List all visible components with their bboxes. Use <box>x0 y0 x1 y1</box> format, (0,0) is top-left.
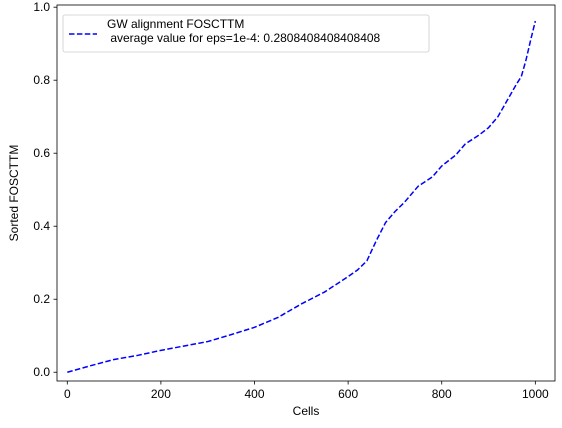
x-tick-label: 0 <box>64 387 71 401</box>
legend-label-line-1: GW alignment FOSCTTM <box>107 17 244 31</box>
x-tick-label: 400 <box>244 387 264 401</box>
legend: GW alignment FOSCTTM average value for e… <box>62 14 430 53</box>
y-tick-label: 0.2 <box>33 292 50 306</box>
x-tick-label: 800 <box>432 387 452 401</box>
x-axis: 0 200 400 600 800 1000 <box>64 381 549 401</box>
legend-label-line-2: average value for eps=1e-4: 0.2808408408… <box>107 31 381 45</box>
y-tick-label: 1.0 <box>33 0 50 14</box>
plot-area <box>57 5 555 381</box>
x-tick-label: 200 <box>151 387 171 401</box>
series-line <box>67 20 537 373</box>
y-axis: 0.0 0.2 0.4 0.6 0.8 1.0 <box>33 0 57 379</box>
x-tick-label: 1000 <box>522 387 549 401</box>
legend-label: GW alignment FOSCTTM average value for e… <box>107 17 381 45</box>
x-tick-label: 600 <box>338 387 358 401</box>
plot-frame <box>56 4 556 382</box>
series-layer <box>67 20 537 373</box>
y-axis-label: Sorted FOSCTTM <box>7 145 21 242</box>
y-tick-label: 0.8 <box>33 73 50 87</box>
y-tick-label: 0.6 <box>33 146 50 160</box>
x-axis-label: Cells <box>293 404 320 418</box>
legend-box <box>62 14 430 53</box>
y-tick-label: 0.0 <box>33 365 50 379</box>
y-tick-label: 0.4 <box>33 219 50 233</box>
